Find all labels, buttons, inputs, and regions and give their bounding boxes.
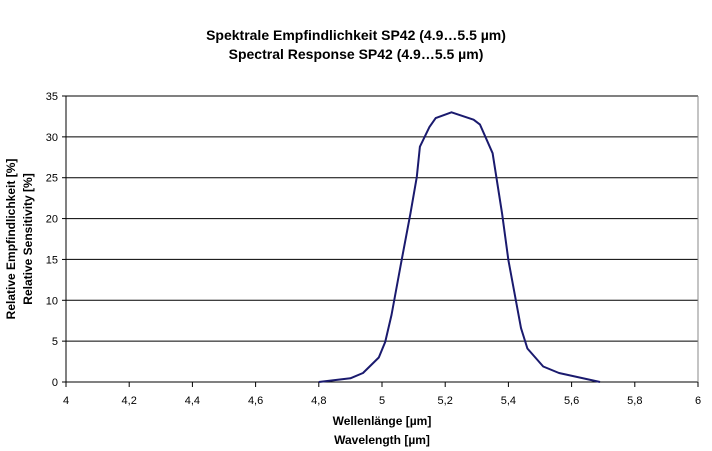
x-tick-label: 4,8 (311, 395, 326, 407)
y-tick-label: 15 (46, 254, 58, 266)
x-tick-label: 4,6 (248, 395, 263, 407)
chart-title-de: Spektrale Empfindlichkeit SP42 (4.9…5.5 … (206, 27, 506, 43)
x-axis-label-en: Wavelength [µm] (334, 433, 430, 447)
x-tick-label: 5 (379, 395, 385, 407)
y-tick-label: 20 (46, 214, 58, 226)
x-tick-label: 5,6 (564, 395, 579, 407)
series-line-sp42 (318, 111, 601, 383)
y-tick-label: 30 (46, 132, 58, 144)
y-tick-label: 25 (46, 173, 58, 185)
x-tick-label: 6 (695, 395, 701, 407)
y-tick-label: 35 (46, 91, 58, 103)
y-tick-label: 5 (52, 336, 58, 348)
x-tick-label: 4,4 (185, 395, 200, 407)
y-axis-label-en: Relative Sensitivity [%] (21, 173, 35, 304)
y-tick-label: 10 (46, 295, 58, 307)
x-tick-label: 4,2 (122, 395, 137, 407)
y-axis-label-de: Relative Empfindlichkeit [%] (4, 159, 18, 320)
x-axis-label-de: Wellenlänge [µm] (333, 414, 432, 428)
x-tick-label: 5,2 (438, 395, 453, 407)
y-tick-label: 0 (52, 377, 58, 389)
chart-title-en: Spectral Response SP42 (4.9…5.5 µm) (229, 46, 484, 62)
x-tick-label: 4 (63, 395, 69, 407)
x-tick-label: 5,8 (627, 395, 642, 407)
x-tick-label: 5,4 (501, 395, 516, 407)
